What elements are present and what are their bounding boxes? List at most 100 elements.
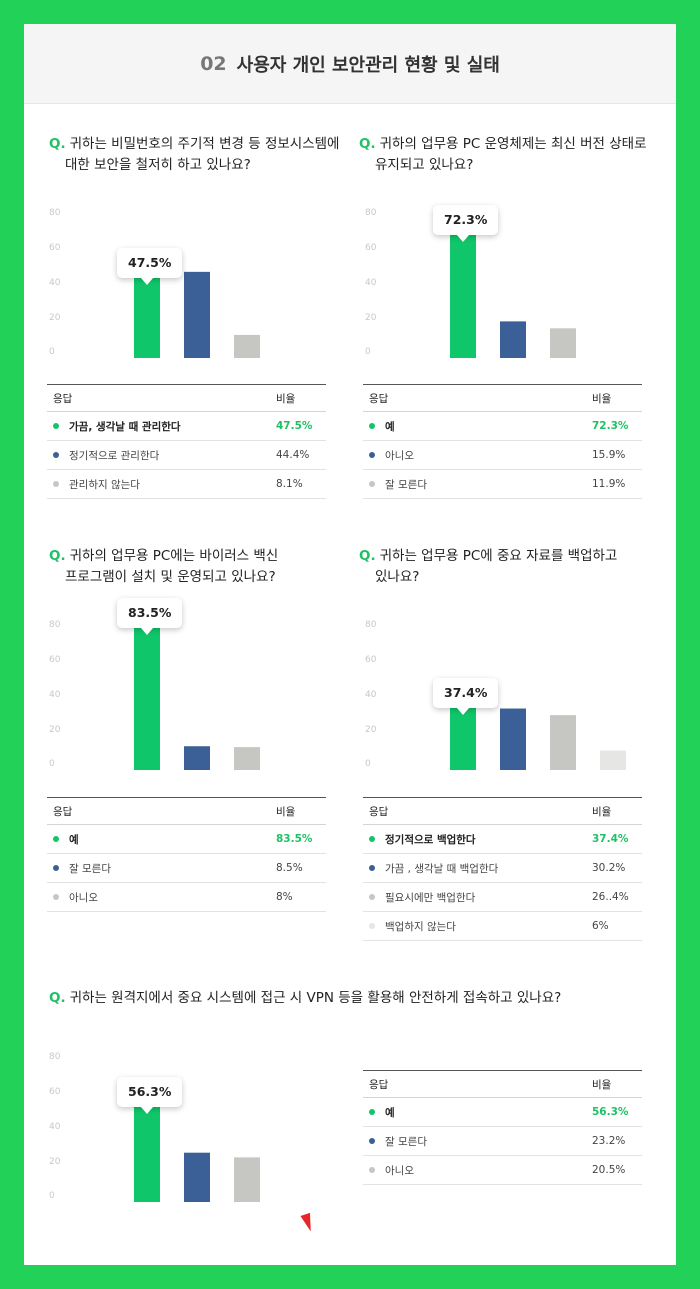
response-label: 아니오 — [385, 449, 414, 462]
y-tick-label: 60 — [365, 655, 377, 665]
table-row: 아니오 15.9% — [363, 440, 642, 470]
response-label: 아니오 — [385, 1164, 414, 1177]
y-tick-label: 20 — [49, 1157, 61, 1167]
legend-dot — [369, 451, 375, 458]
bar-1 — [450, 223, 476, 358]
table-row: 아니오 20.5% — [363, 1155, 642, 1185]
chart-svg: 0 20 40 60 80 — [49, 208, 260, 358]
y-tick-label: 60 — [49, 1087, 61, 1097]
table-row: 가끔, 생각날 때 관리한다 47.5% — [47, 411, 326, 441]
response-label: 예 — [385, 420, 395, 433]
table-row: 백업하지 않는다 6% — [363, 911, 642, 941]
response-percent: 23.2% — [586, 1126, 642, 1156]
response-percent: 26..4% — [586, 882, 642, 912]
response-percent: 15.9% — [586, 440, 642, 470]
response-label: 가끔 , 생각날 때 백업한다 — [385, 862, 499, 875]
response-percent: 72.3% — [586, 411, 642, 441]
table-header-response: 응답 — [47, 797, 270, 825]
watermark-logo: 보안뉴스 — [267, 1217, 433, 1268]
y-tick-label: 80 — [49, 1052, 61, 1062]
response-table-2: 응답 비율 예 72.3% 아니오 15.9% 잘 모른다 11.9% — [363, 384, 642, 499]
y-tick-label: 20 — [365, 725, 377, 735]
value-callout: 37.4% — [433, 678, 499, 709]
response-percent: 37.4% — [586, 824, 642, 854]
callout-pointer — [457, 235, 469, 243]
y-tick-label: 40 — [365, 278, 377, 288]
legend-dot — [53, 835, 59, 842]
y-tick-label: 40 — [365, 690, 377, 700]
chart-svg: 0 20 40 60 80 — [49, 1052, 260, 1202]
value-callout: 72.3% — [433, 205, 499, 236]
question-3: Q. 귀하의 업무용 PC에는 바이러스 백신 프로그램이 설치 및 운영되고 있… — [49, 548, 279, 585]
table-header-response: 응답 — [363, 384, 586, 412]
legend-dot — [53, 422, 59, 429]
table-header-response: 응답 — [363, 797, 586, 825]
question-2: Q. 귀하의 업무용 PC 운영체제는 최신 버전 상태로 유지되고 있나요? — [359, 136, 647, 173]
legend-dot — [369, 1166, 375, 1173]
response-percent: 8.5% — [270, 853, 326, 883]
table-row: 잘 모른다 11.9% — [363, 469, 642, 499]
chart-svg: 0 20 40 60 80 — [365, 620, 626, 770]
y-tick-label: 60 — [49, 243, 61, 253]
bar-3 — [234, 747, 260, 770]
table-row: 예 83.5% — [47, 824, 326, 854]
value-callout: 47.5% — [117, 248, 183, 279]
legend-dot — [369, 922, 375, 929]
response-percent: 8% — [270, 882, 326, 912]
legend-dot — [369, 864, 375, 871]
table-row: 필요시에만 백업한다 26..4% — [363, 882, 642, 912]
bar-3 — [550, 715, 576, 770]
y-tick-label: 0 — [49, 1191, 55, 1201]
response-label: 예 — [69, 833, 79, 846]
response-percent: 11.9% — [586, 469, 642, 499]
y-tick-label: 80 — [365, 620, 377, 630]
table-row: 정기적으로 관리한다 44.4% — [47, 440, 326, 470]
bar-3 — [234, 334, 260, 358]
table-header-ratio: 비율 — [270, 384, 326, 412]
bar-3 — [550, 328, 576, 358]
bar-2 — [500, 708, 526, 770]
legend-dot — [53, 480, 59, 487]
y-tick-label: 60 — [365, 243, 377, 253]
section-title: 사용자 개인 보안관리 현황 및 실태 — [236, 54, 500, 76]
y-tick-label: 80 — [49, 620, 61, 630]
response-percent: 20.5% — [586, 1155, 642, 1185]
legend-dot — [53, 864, 59, 871]
bar-1 — [134, 615, 160, 770]
bar-2 — [500, 321, 526, 358]
response-percent: 83.5% — [270, 824, 326, 854]
table-header-response: 응답 — [47, 384, 270, 412]
y-tick-label: 80 — [365, 208, 377, 218]
legend-dot — [369, 480, 375, 487]
value-callout: 56.3% — [117, 1077, 183, 1108]
y-tick-label: 0 — [365, 347, 371, 357]
response-label: 잘 모른다 — [69, 862, 111, 875]
table-row: 잘 모른다 23.2% — [363, 1126, 642, 1156]
table-row: 아니오 8% — [47, 882, 326, 912]
bar-chart-4: 0 20 40 60 80 37.4% — [362, 618, 642, 778]
response-label: 관리하지 않는다 — [69, 478, 140, 491]
table-header-response: 응답 — [363, 1070, 586, 1098]
bar-chart-1: 0 20 40 60 80 47.5% — [46, 206, 326, 366]
table-header-ratio: 비율 — [270, 797, 326, 825]
response-label: 가끔, 생각날 때 관리한다 — [69, 420, 181, 433]
y-tick-label: 40 — [49, 1122, 61, 1132]
response-percent: 47.5% — [270, 411, 326, 441]
chart-svg: 0 20 40 60 80 — [365, 208, 576, 358]
y-tick-label: 80 — [49, 208, 61, 218]
bar-2 — [184, 1152, 210, 1202]
y-tick-label: 0 — [49, 347, 55, 357]
response-percent: 30.2% — [586, 853, 642, 883]
callout-pointer — [457, 708, 469, 716]
section-header: 02 사용자 개인 보안관리 현황 및 실태 — [24, 24, 676, 104]
question-1: Q. 귀하는 비밀번호의 주기적 변경 등 정보시스템에 대한 보안을 철저히 하… — [49, 136, 340, 173]
response-table-5: 응답 비율 예 56.3% 잘 모른다 23.2% 아니오 20.5% — [363, 1070, 642, 1185]
response-table-4: 응답 비율 정기적으로 백업한다 37.4% 가끔 , 생각날 때 백업한다 30.2% 필… — [363, 797, 642, 941]
response-label: 아니오 — [69, 891, 98, 904]
response-label: 잘 모른다 — [385, 478, 427, 491]
bar-2 — [184, 271, 210, 358]
legend-dot — [369, 893, 375, 900]
table-header-ratio: 비율 — [586, 797, 642, 825]
